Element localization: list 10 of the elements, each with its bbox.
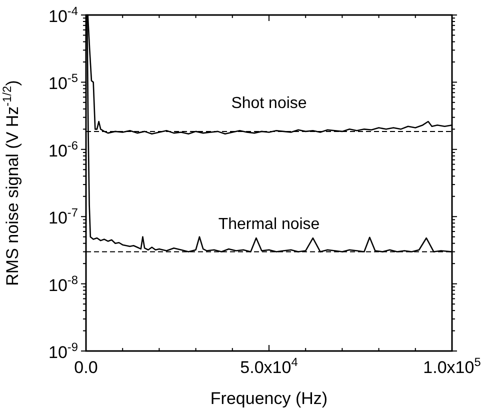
x-axis-title: Frequency (Hz) [210, 389, 328, 408]
x-tick-label: 5.0x10$^{4}$ [240, 355, 298, 377]
y-tick-label: 10$^{-4}$ [48, 4, 78, 26]
series-label: Thermal noise [218, 216, 320, 233]
y-tick-label: 10$^{-8}$ [48, 272, 78, 295]
y-tick-label: 10$^{-5}$ [48, 71, 78, 94]
series-label: Shot noise [231, 94, 307, 112]
y-tick-label: 10$^{-6}$ [48, 138, 78, 160]
x-tick-label: 1.0x10$^{5}$ [423, 355, 482, 377]
y-tick-label: 10$^{-7}$ [48, 206, 78, 228]
